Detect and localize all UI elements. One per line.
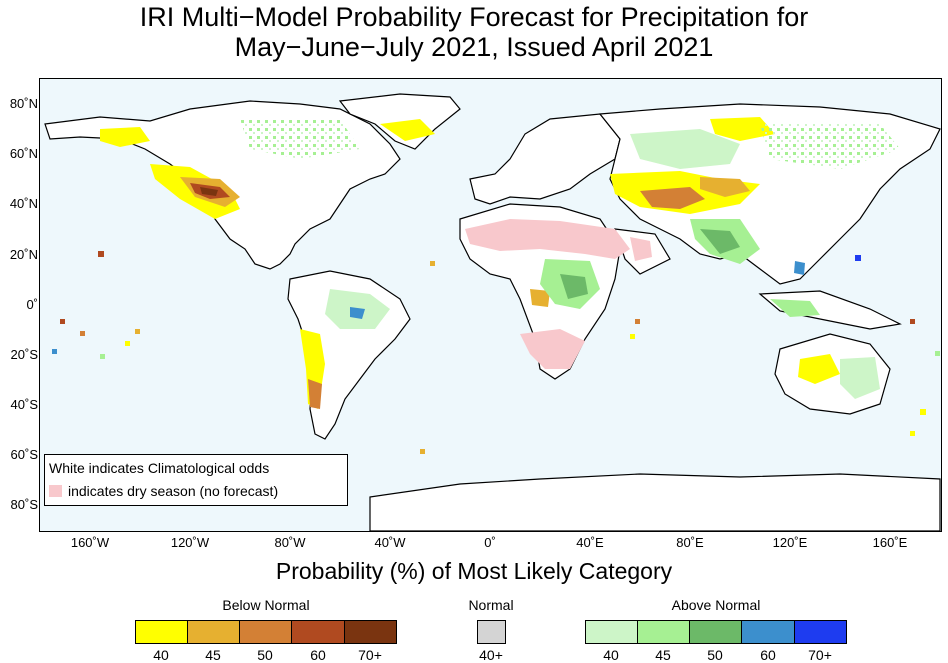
below-swatch-50 bbox=[239, 620, 292, 644]
forecast-patches bbox=[100, 117, 900, 409]
below-swatch-40 bbox=[135, 620, 188, 644]
above-swatch-50 bbox=[689, 620, 742, 644]
europe bbox=[469, 113, 621, 205]
map-title: IRI Multi−Model Probability Forecast for… bbox=[0, 2, 948, 62]
dry-season-note: indicates dry season (no forecast) bbox=[68, 483, 279, 499]
normal-label-40plus: 40+ bbox=[479, 647, 503, 663]
lat-label-0: 0˚ bbox=[26, 297, 38, 312]
lon-label-160e: 160˚E bbox=[872, 535, 908, 550]
below-label-50: 50 bbox=[257, 647, 273, 663]
forecast-map bbox=[39, 78, 942, 532]
lat-label-40n: 40˚N bbox=[9, 196, 38, 211]
above-label-50: 50 bbox=[707, 647, 723, 663]
below-swatch-60 bbox=[291, 620, 345, 644]
lon-label-120w: 120˚W bbox=[170, 535, 210, 550]
lat-label-40s: 40˚S bbox=[10, 397, 38, 412]
above-swatch-40 bbox=[585, 620, 638, 644]
above-swatch-70plus bbox=[794, 620, 847, 644]
climatology-note: White indicates Climatological odds bbox=[49, 460, 270, 476]
ocean-pixels bbox=[52, 251, 940, 454]
lon-label-40e: 40˚E bbox=[576, 535, 604, 550]
above-normal-title: Above Normal bbox=[671, 597, 761, 613]
title-line-1: IRI Multi−Model Probability Forecast for… bbox=[139, 2, 809, 32]
lat-label-80n: 80˚N bbox=[9, 96, 38, 111]
lat-label-60n: 60˚N bbox=[9, 146, 38, 161]
above-swatch-60 bbox=[741, 620, 795, 644]
below-label-40: 40 bbox=[153, 647, 169, 663]
normal-title: Normal bbox=[468, 597, 514, 613]
lon-label-80e: 80˚E bbox=[676, 535, 704, 550]
lat-label-20s: 20˚S bbox=[10, 347, 38, 362]
map-canvas bbox=[44, 93, 941, 531]
lat-label-60s: 60˚S bbox=[10, 447, 38, 462]
above-swatch-45 bbox=[637, 620, 690, 644]
lon-label-40w: 40˚W bbox=[374, 535, 406, 550]
lat-label-20n: 20˚N bbox=[9, 247, 38, 262]
below-swatch-45 bbox=[187, 620, 240, 644]
lat-label-80s: 80˚S bbox=[10, 497, 38, 512]
below-label-60: 60 bbox=[310, 647, 326, 663]
lon-label-160w: 160˚W bbox=[70, 535, 110, 550]
indonesia bbox=[758, 290, 902, 330]
lon-label-120e: 120˚E bbox=[772, 535, 808, 550]
antarctica bbox=[369, 473, 941, 531]
normal-swatch bbox=[477, 620, 506, 644]
below-swatch-70plus bbox=[344, 620, 397, 644]
below-label-45: 45 bbox=[205, 647, 221, 663]
probability-caption: Probability (%) of Most Likely Category bbox=[275, 558, 673, 584]
lon-label-0: 0˚ bbox=[484, 535, 496, 550]
title-line-2: May−June−July 2021, Issued April 2021 bbox=[234, 32, 714, 62]
below-label-70plus: 70+ bbox=[358, 647, 382, 663]
above-label-70plus: 70+ bbox=[808, 647, 832, 663]
dry-season-swatch bbox=[49, 485, 62, 497]
above-label-45: 45 bbox=[655, 647, 671, 663]
above-label-60: 60 bbox=[760, 647, 776, 663]
above-label-40: 40 bbox=[603, 647, 619, 663]
lon-label-80w: 80˚W bbox=[274, 535, 306, 550]
below-normal-title: Below Normal bbox=[222, 597, 310, 613]
map-note-box: White indicates Climatological odds indi… bbox=[44, 454, 348, 506]
